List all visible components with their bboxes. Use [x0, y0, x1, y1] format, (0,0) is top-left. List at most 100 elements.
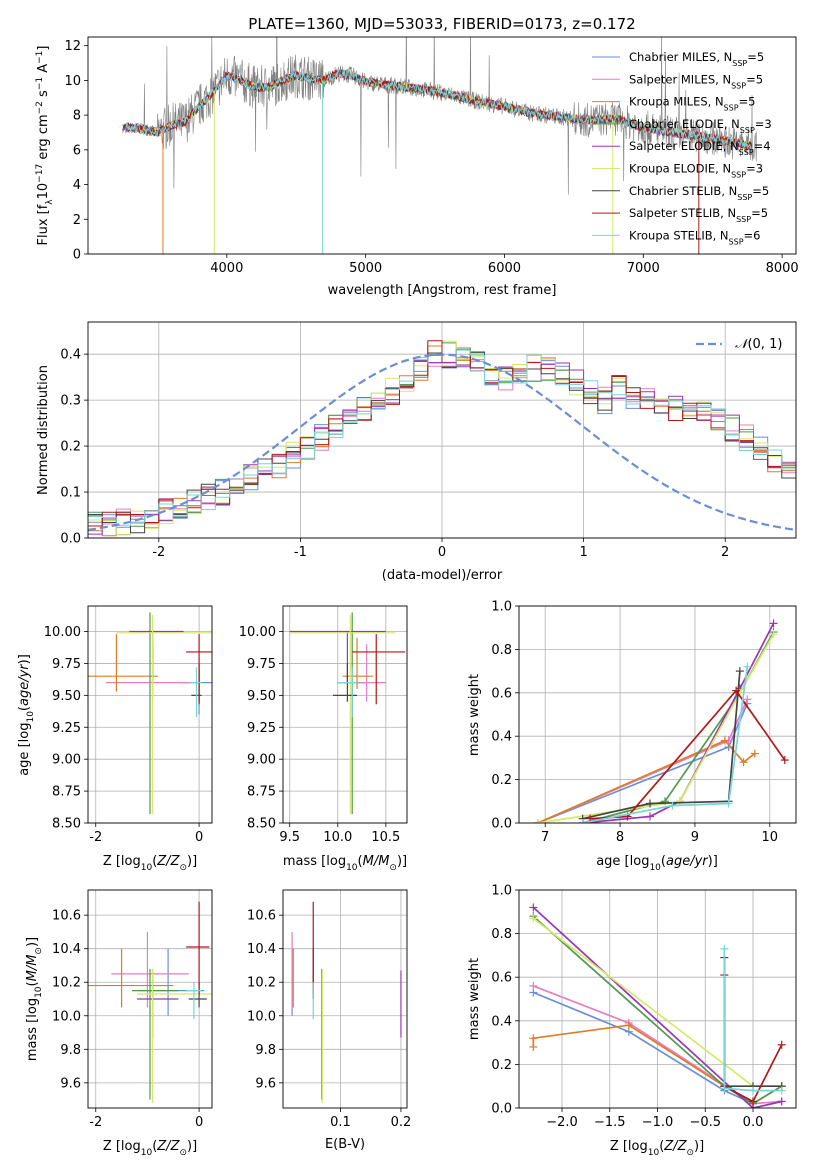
axes-frame — [282, 889, 408, 1109]
legend-entry-tail: =5 — [746, 72, 763, 86]
mass-z-y-label: mass [log10(M/M⊙)] — [25, 937, 44, 1061]
mass-z-y-label-part-2: ( — [25, 981, 40, 986]
y-tick-label: 9.00 — [52, 753, 81, 768]
weight-line-chabrier_stelib — [582, 671, 741, 820]
legend-entry-tail: =3 — [746, 162, 763, 176]
x-tick-label: 4000 — [210, 261, 243, 276]
y-tick-label: 8.75 — [52, 785, 81, 800]
age-z-y-label-part-3: age/yr — [17, 663, 32, 706]
x-tick-label: 7 — [541, 830, 549, 845]
x-tick-label: 0 — [195, 1115, 203, 1130]
mass-vs-metallicity-panel: -2 09.69.810.010.210.410.6Z [log10(Z/Z⊙)]… — [25, 889, 213, 1158]
axes-frame — [87, 889, 213, 1109]
legend-entry-chabrier_miles: Chabrier MILES, NSSP=5 — [629, 50, 764, 68]
histogram-x-label: (data-model)/error — [382, 568, 503, 583]
spectrum-y-label-part-3: −17 — [35, 164, 45, 183]
age-mass-x-label-part-1: 10 — [346, 863, 358, 873]
y-tick-label: 9.25 — [52, 721, 81, 736]
x-tick-label: -2 — [89, 1115, 102, 1130]
age-z-x-label-part-0: Z [log — [103, 854, 141, 869]
weight-z-y-label: mass weight — [467, 958, 482, 1040]
spectrum-y-label-part-5: −2 — [35, 101, 45, 114]
x-tick-label: 10 — [762, 830, 779, 845]
y-tick-label: 0.8 — [491, 927, 512, 942]
mass-z-x-label-part-1: 10 — [141, 1148, 153, 1158]
y-tick-label: 10.0 — [247, 1009, 276, 1024]
age-z-x-label-part-4: ⊙ — [179, 863, 187, 873]
age-z-y-label-part-0: age [log — [17, 723, 32, 776]
x-tick-label: 10.0 — [323, 830, 352, 845]
age-z-x-label-part-2: ( — [152, 854, 157, 869]
x-tick-label: 1 — [579, 545, 587, 560]
y-tick-label: 6 — [73, 143, 81, 158]
mass-z-x-label: Z [log10(Z/Z⊙)] — [103, 1139, 197, 1158]
legend-entry-text: Salpeter ELODIE, N — [629, 139, 739, 153]
spectrum-y-label-part-1: λ — [45, 199, 55, 205]
weight-lines — [533, 619, 789, 823]
weight-age-x-label: age [log10(age/yr)] — [596, 854, 718, 873]
age-z-y-label-part-4: )] — [17, 654, 32, 664]
y-tick-label: 9.6 — [60, 1076, 81, 1091]
y-tick-label: 1.0 — [491, 884, 512, 899]
mass-z-x-label-part-4: ⊙ — [179, 1148, 187, 1158]
legend-entry-salpeter_miles: Salpeter MILES, NSSP=5 — [629, 72, 763, 90]
age-mass-x-label-part-5: )] — [397, 854, 407, 869]
legend-entry-sub: SSP — [740, 125, 755, 134]
legend-entry-sub: SSP — [731, 81, 746, 90]
weight-age-x-label-part-0: age [log — [596, 854, 649, 869]
legend-entry-text: Salpeter MILES, N — [629, 72, 731, 86]
legend-entry-tail: =5 — [739, 95, 756, 109]
y-tick-label: 9.75 — [52, 657, 81, 672]
axes-frame — [87, 321, 797, 539]
y-tick-label: 8.50 — [247, 817, 276, 832]
y-tick-label: 0.1 — [60, 486, 81, 501]
y-tick-label: 0.2 — [491, 773, 512, 788]
histogram-kroupa_stelib — [88, 349, 796, 526]
legend-entry-text: Kroupa STELIB, N — [629, 228, 729, 242]
y-tick-label: 9.6 — [255, 1076, 276, 1091]
errorbars — [291, 901, 402, 1103]
y-tick-label: 1.0 — [491, 600, 512, 615]
axes-frame — [518, 889, 797, 1109]
x-tick-label: 5000 — [349, 261, 382, 276]
mass-z-y-label-part-1: 10 — [34, 986, 44, 998]
weight-age-y-label: mass weight — [467, 674, 482, 756]
y-tick-label: 0.4 — [491, 730, 512, 745]
weight-age-x-label-part-3: age/yr — [666, 854, 709, 869]
y-tick-label: 10 — [64, 74, 81, 89]
weight-line-kroupa_stelib — [723, 948, 782, 1092]
spectrum-lines — [122, 37, 758, 254]
age-z-x-label-part-5: )] — [187, 854, 197, 869]
spectrum-y-label-part-10: ] — [36, 46, 51, 51]
y-tick-label: 0.6 — [491, 686, 512, 701]
spectrum-y-label-part-7: −1 — [35, 77, 45, 90]
legend-entry-kroupa_elodie: Kroupa ELODIE, NSSP=3 — [629, 162, 763, 180]
legend-normal-label-part-1: (0, 1) — [747, 337, 782, 352]
y-tick-label: 10.00 — [44, 625, 81, 640]
y-tick-label: 0 — [73, 248, 81, 263]
x-tick-label: -2 — [89, 830, 102, 845]
weight-age-x-label-part-2: ( — [661, 854, 666, 869]
legend-entry-text: Salpeter STELIB, N — [629, 206, 736, 220]
legend-entry-sub: SSP — [736, 215, 751, 224]
normal-distribution-curve — [88, 353, 794, 531]
legend-entry-text: Chabrier MILES, N — [629, 50, 732, 64]
x-tick-label: 0 — [195, 830, 203, 845]
y-tick-label: 9.8 — [60, 1043, 81, 1058]
spectrum-y-label-part-9: −1 — [35, 51, 45, 64]
x-tick-label: 0.0 — [743, 1115, 764, 1130]
y-tick-label: 0.4 — [60, 348, 81, 363]
x-tick-label: 7000 — [627, 261, 660, 276]
y-tick-label: 9.75 — [247, 657, 276, 672]
legend-entry-sub: SSP — [732, 59, 747, 68]
age-z-y-label-part-1: 10 — [26, 711, 36, 723]
y-tick-label: 0.6 — [491, 971, 512, 986]
spectrum-y-label-part-0: Flux [f — [36, 204, 51, 245]
y-tick-label: 9.8 — [255, 1043, 276, 1058]
mass-z-x-label-part-3: Z/Z — [156, 1139, 180, 1154]
weight-age-x-label-part-4: )] — [708, 854, 718, 869]
x-tick-label: −0.5 — [689, 1115, 721, 1130]
legend-entry-chabrier_elodie: Chabrier ELODIE, NSSP=3 — [629, 117, 772, 134]
mass-z-y-label-part-3: M/M — [25, 955, 40, 982]
